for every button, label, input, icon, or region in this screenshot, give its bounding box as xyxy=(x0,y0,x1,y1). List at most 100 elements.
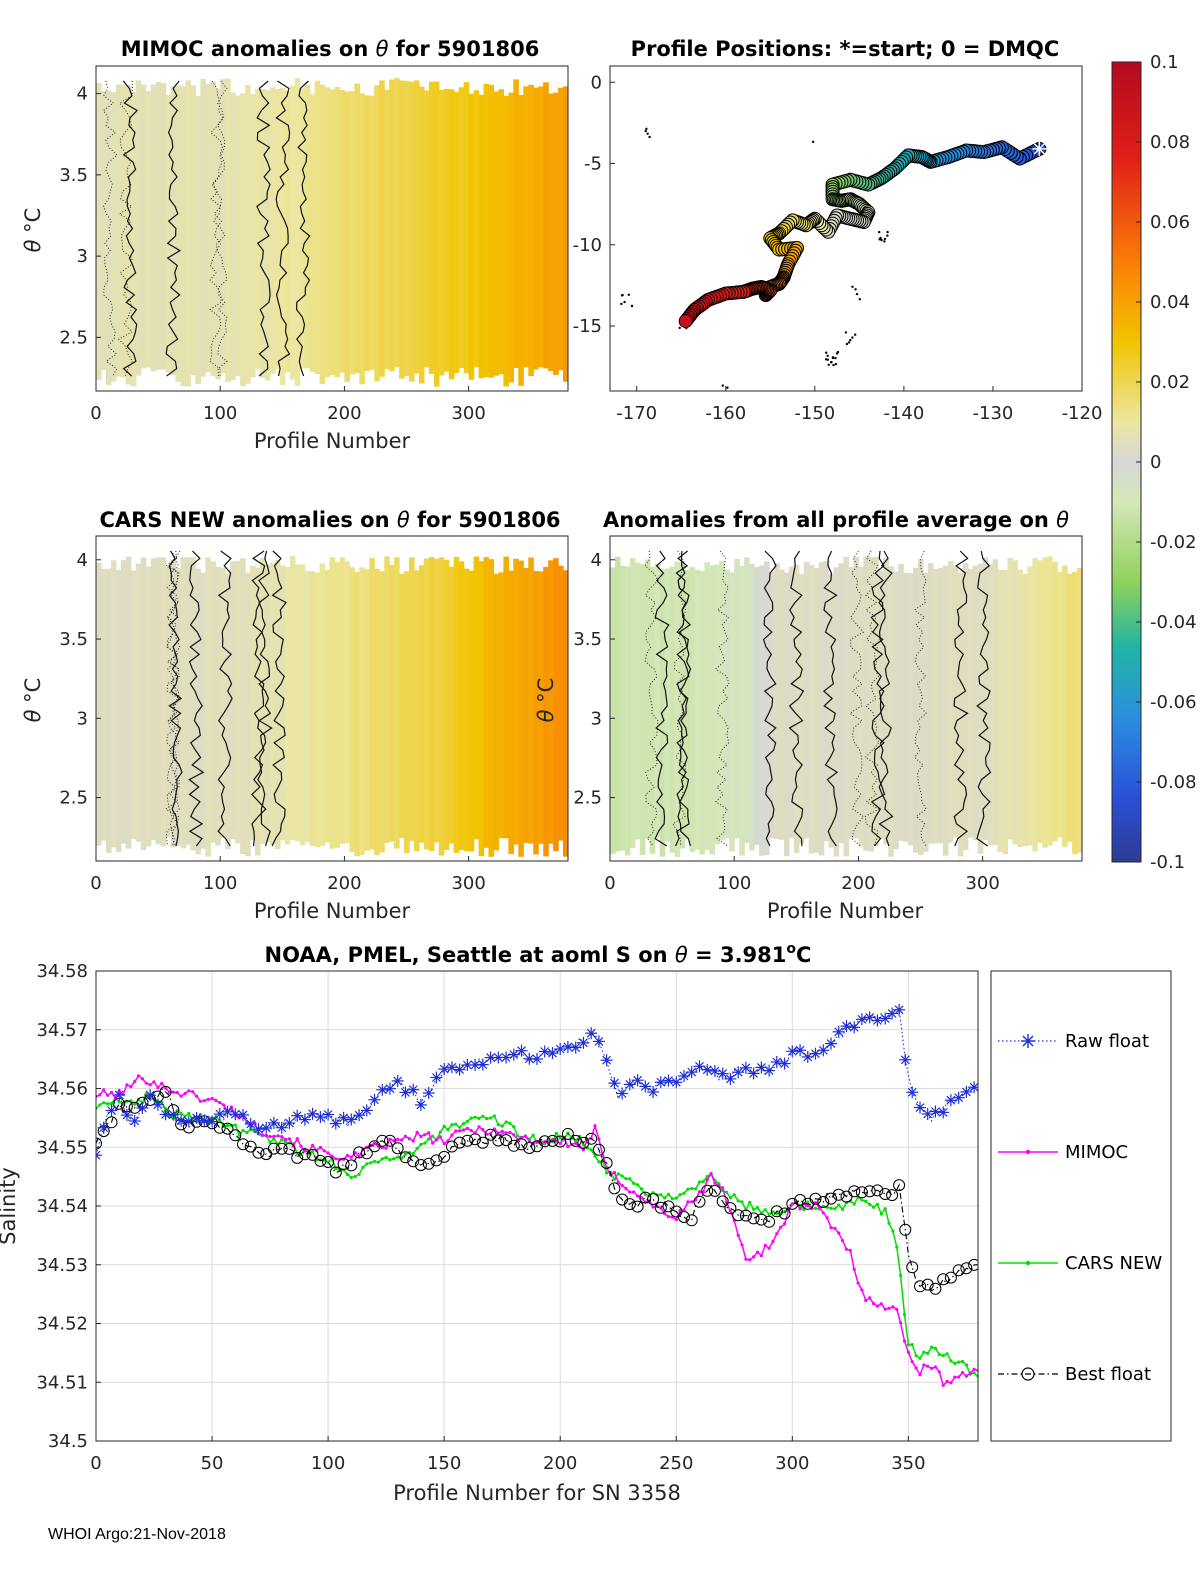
land-dot xyxy=(851,285,854,288)
data-point xyxy=(809,1047,822,1060)
data-point xyxy=(817,1196,830,1208)
data-point xyxy=(682,1208,686,1212)
data-point xyxy=(492,1051,505,1064)
y-tick-label: 3.5 xyxy=(573,629,602,650)
data-point xyxy=(465,1126,469,1130)
data-point xyxy=(156,1086,160,1090)
data-point xyxy=(264,1133,268,1138)
colorbar-tick-label: 0.02 xyxy=(1150,372,1190,393)
data-point xyxy=(353,1109,366,1122)
heatmap-cell xyxy=(558,87,564,371)
heatmap-cell xyxy=(937,567,944,844)
positions-land-dots xyxy=(620,127,889,389)
heatmap-cell xyxy=(783,572,790,857)
heatmap-cell xyxy=(309,94,316,372)
data-point xyxy=(492,1134,505,1147)
data-point xyxy=(415,1146,419,1151)
data-point xyxy=(620,1183,624,1188)
y-tick-label: 34.51 xyxy=(36,1372,88,1393)
heatmap-cell xyxy=(1002,569,1009,855)
data-point xyxy=(298,1113,311,1126)
land-dot xyxy=(620,294,624,297)
data-point xyxy=(500,1134,513,1147)
data-point xyxy=(272,1134,276,1138)
data-point xyxy=(106,1093,110,1097)
data-point xyxy=(899,1223,912,1236)
data-point xyxy=(770,1056,783,1068)
heatmap-cell xyxy=(379,80,385,377)
data-point xyxy=(654,1076,667,1089)
heatmap-cell xyxy=(334,561,341,848)
data-point xyxy=(221,1122,234,1135)
positions-axes-box xyxy=(609,65,1083,392)
land-dot xyxy=(834,362,838,366)
data-point xyxy=(400,1156,404,1160)
land-dot xyxy=(726,386,729,389)
data-point xyxy=(531,1133,535,1137)
positions-x-axis: -170 -160 -150 -140 -130 -120 xyxy=(616,386,1102,424)
heatmap-cell xyxy=(289,556,296,840)
heatmap-cell xyxy=(759,565,765,856)
heatmap-cell xyxy=(150,84,157,372)
heatmap-cell xyxy=(478,561,485,857)
data-point xyxy=(414,1098,427,1111)
data-point xyxy=(380,1146,384,1150)
data-point xyxy=(694,1187,698,1191)
x-tick-label: -140 xyxy=(883,403,924,424)
land-dot xyxy=(854,333,857,336)
heatmap-cell xyxy=(389,564,395,842)
heatmap-cell xyxy=(284,567,291,845)
heatmap-cell xyxy=(170,86,177,376)
y-tick-label: 34.52 xyxy=(36,1314,88,1335)
data-point xyxy=(198,1099,202,1103)
land-dot xyxy=(886,230,889,234)
heatmap-cell xyxy=(245,84,251,384)
heatmap-cell xyxy=(155,81,162,370)
data-point xyxy=(229,1129,242,1142)
land-dot xyxy=(829,361,833,364)
data-point xyxy=(837,1231,841,1235)
data-point xyxy=(299,1144,303,1148)
land-dot xyxy=(831,356,835,360)
heatmap-cell xyxy=(354,83,360,374)
heatmap-cell xyxy=(563,570,568,857)
heatmap-cell xyxy=(423,90,430,368)
data-point xyxy=(666,1192,671,1196)
heatmap-cell xyxy=(928,563,934,844)
positions-track xyxy=(678,140,1047,329)
heatmap-cell xyxy=(848,567,855,839)
data-point xyxy=(906,1343,911,1347)
data-point xyxy=(740,1243,744,1247)
y-tick-label: 2.5 xyxy=(59,327,88,348)
data-point xyxy=(914,1280,926,1293)
heatmap-cell xyxy=(1052,561,1058,842)
contour-line xyxy=(870,550,886,847)
heatmap-cell xyxy=(255,567,261,856)
data-point xyxy=(164,1086,168,1090)
legend-raw-marker xyxy=(1021,1034,1035,1048)
x-tick-label: 200 xyxy=(841,873,875,894)
allprof-x-axis: 0 100 200 300 xyxy=(604,856,1000,894)
data-point xyxy=(623,1198,636,1211)
data-point xyxy=(863,1185,876,1198)
x-tick-label: 150 xyxy=(427,1453,461,1474)
data-point xyxy=(717,1182,721,1186)
data-point xyxy=(592,1035,605,1048)
heatmap-cell xyxy=(523,86,529,368)
heatmap-cell xyxy=(729,572,735,852)
data-point xyxy=(891,1229,895,1233)
allprof-title: Anomalies from all profile average on θ xyxy=(603,508,1069,532)
heatmap-cell xyxy=(684,570,691,840)
cars-panel: CARS NEW anomalies on θ for 5901806 0 100… xyxy=(21,508,569,923)
data-point xyxy=(353,1175,357,1179)
data-point xyxy=(783,1222,787,1226)
x-tick-label: -160 xyxy=(705,403,746,424)
data-point xyxy=(407,1151,411,1155)
legend-cars-label: CARS NEW xyxy=(1065,1253,1162,1274)
legend-entry-best: Best float xyxy=(998,1364,1151,1385)
data-point xyxy=(616,1172,620,1176)
data-point xyxy=(106,1102,110,1106)
data-point xyxy=(500,1129,504,1133)
data-point xyxy=(519,1135,524,1139)
heatmap-cell xyxy=(260,88,266,378)
